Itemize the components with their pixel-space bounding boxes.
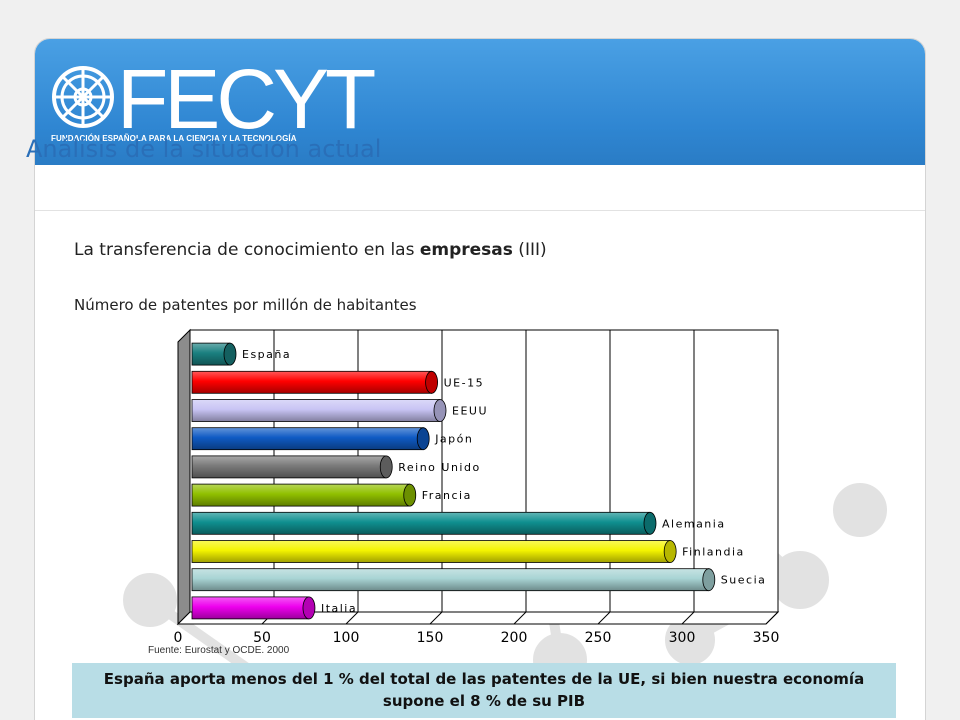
gridline-floor: [681, 611, 695, 625]
header-banner: FECYT FUNDACIÓN ESPAÑOLA PARA LA CIENCIA…: [35, 39, 925, 165]
subtitle-emphasis: empresas: [419, 240, 513, 260]
bar-italia: [191, 596, 310, 620]
bar-end-cap: [416, 427, 430, 451]
bar-end-cap: [403, 483, 417, 507]
bar-label: Francia: [422, 489, 472, 502]
conclusion-box: España aporta menos del 1 % del total de…: [72, 663, 896, 718]
bar-label: Japón: [434, 433, 473, 446]
x-tick-label: 100: [333, 630, 360, 646]
bar-label: España: [242, 348, 291, 361]
bar-end-cap: [223, 342, 237, 366]
bar-finlandia: [191, 540, 671, 563]
subtitle-suffix: (III): [512, 240, 547, 260]
gridline-floor: [513, 611, 527, 625]
bar-label: Suecia: [721, 574, 767, 587]
gridline-floor: [345, 611, 359, 625]
fecyt-wheel-icon: [52, 66, 114, 128]
bar-end-cap: [433, 399, 447, 422]
x-tick-label: 350: [753, 630, 780, 646]
bar-alemania: [191, 511, 651, 535]
subtitle-text: La transferencia de conocimiento en las: [74, 240, 420, 260]
bar-reino-unido: [191, 455, 387, 479]
bar-label: UE-15: [444, 376, 484, 389]
bar-francia: [191, 483, 411, 507]
x-tick-label: 300: [669, 630, 696, 646]
source-note: Fuente: Eurostat y OCDE. 2000: [148, 645, 290, 656]
chart-caption: Número de patentes por millón de habitan…: [74, 296, 417, 314]
x-tick-label: 250: [585, 630, 612, 646]
bar-japón: [191, 427, 424, 451]
bar-end-cap: [379, 455, 393, 479]
logo-subtitle: FUNDACIÓN ESPAÑOLA PARA LA CIENCIA Y LA …: [51, 134, 297, 143]
bar-ue-15: [191, 370, 433, 394]
slide-subtitle: La transferencia de conocimiento en las …: [74, 240, 547, 260]
gridline-floor: [597, 611, 611, 625]
x-tick-label: 0: [174, 630, 183, 646]
x-tick-label: 150: [417, 630, 444, 646]
logo-wordmark: FECYT: [117, 52, 376, 146]
bar-end-cap: [302, 596, 316, 620]
bar-eeuu: [191, 399, 441, 422]
gridline-floor: [765, 611, 779, 625]
bar-label: EEUU: [452, 405, 488, 418]
bar-end-cap: [702, 568, 716, 592]
section-title: Análisis de la situación actual: [26, 135, 382, 163]
plot-side-wall: [177, 328, 191, 626]
heading-band: [35, 165, 925, 211]
bar-end-cap: [425, 370, 439, 394]
bar-label: Reino Unido: [398, 461, 480, 474]
x-tick-label: 50: [253, 630, 271, 646]
bar-label: Finlandia: [682, 546, 745, 559]
bar-end-cap: [663, 540, 677, 563]
gridline-floor: [429, 611, 443, 625]
bar-label: Italia: [321, 602, 357, 615]
x-tick-label: 200: [501, 630, 528, 646]
bar-label: Alemania: [662, 517, 726, 530]
bar-end-cap: [643, 511, 657, 535]
bar-suecia: [191, 568, 710, 592]
